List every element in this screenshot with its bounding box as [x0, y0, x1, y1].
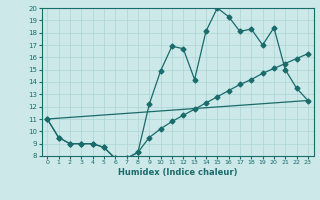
X-axis label: Humidex (Indice chaleur): Humidex (Indice chaleur): [118, 168, 237, 177]
